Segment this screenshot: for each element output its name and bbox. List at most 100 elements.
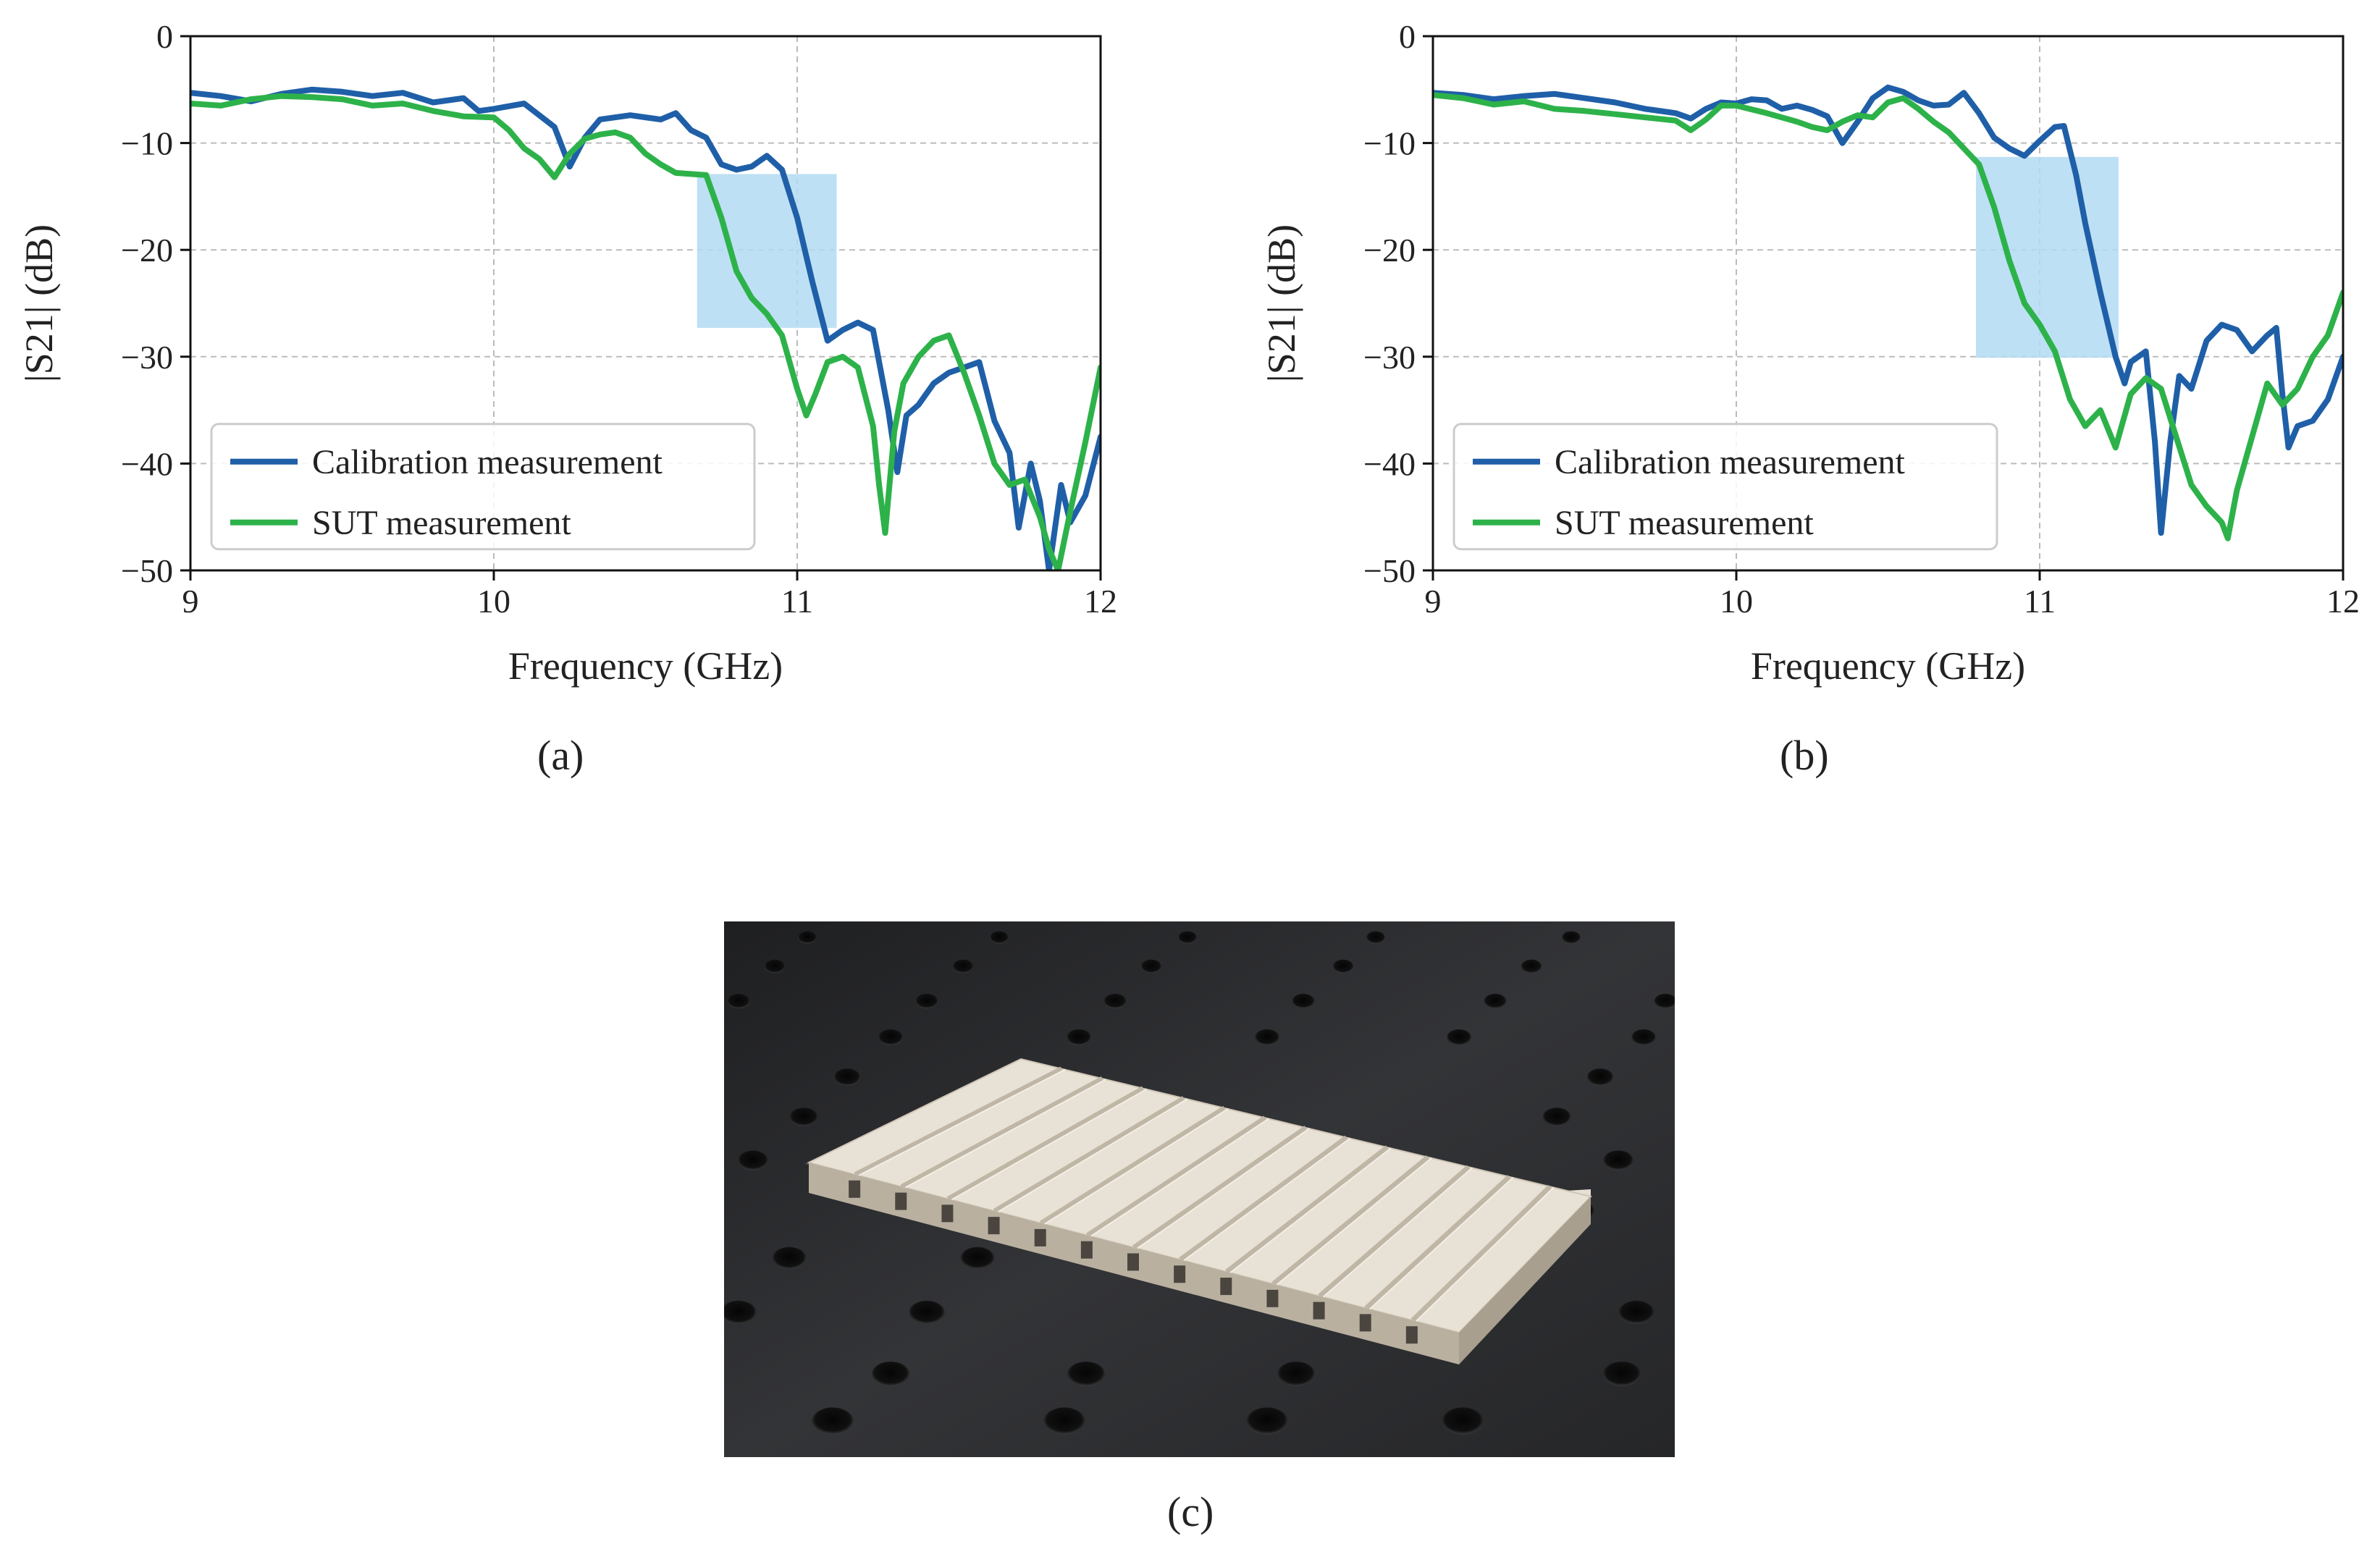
slab-groove-highlight [1416,1186,1555,1322]
chart-a-xlabel: Frequency (GHz) [508,644,783,688]
slab-groove-highlight [858,1068,1066,1176]
chart-a-plot-frame [189,35,1102,572]
slab-groove-notch [1266,1289,1279,1307]
chart-b-highlight-region [1976,156,2119,358]
chart-a-xtick-label: 11 [781,583,813,620]
breadboard-hole [1603,1362,1641,1386]
chart-a-xtick-label: 12 [1084,583,1117,620]
sample-slab [804,1058,1592,1364]
slab-groove [1085,1115,1267,1238]
slab-groove-notch [1405,1326,1418,1344]
breadboard-hole [915,993,938,1009]
slab-groove [1271,1155,1430,1286]
slab-groove-notch [1034,1228,1046,1246]
slab-groove-notch [1220,1278,1232,1296]
slab-groove-highlight [1137,1128,1311,1249]
chart-b-plot-frame [1431,35,2345,572]
breadboard-hole [789,1107,818,1126]
slab-groove-notch [895,1192,907,1210]
breadboard-hole [990,931,1009,944]
chart-a-legend-label-calibration: Calibration measurement [312,443,663,481]
breadboard-hole [1442,1407,1484,1435]
slab-groove-highlight [904,1079,1106,1189]
breadboard-holes [724,931,1675,1435]
slab-groove [900,1076,1104,1189]
breadboard-hole [772,1246,807,1270]
slab-groove-highlight [1229,1147,1392,1273]
slab-groove [1039,1105,1226,1225]
slab-groove-notch [1174,1265,1186,1283]
slab-groove [1225,1145,1389,1274]
breadboard-hole [798,931,817,944]
breadboard-hole [909,1300,945,1325]
breadboard-hole [1178,931,1197,944]
slab-groove [946,1086,1145,1202]
slab-groove-notch [1127,1253,1139,1271]
chart-a-xtick-label: 9 [182,583,199,620]
chart-b-legend-box [1452,423,1998,551]
breadboard-hole [1562,931,1581,944]
breadboard-hole [1603,1150,1633,1170]
slab-groove-notch [941,1204,954,1223]
slab-groove [1132,1126,1308,1250]
breadboard-hole [727,993,750,1009]
slab-right-face [1459,1197,1591,1364]
slab-groove-notch [988,1217,1000,1235]
slab-groove-notch [1313,1301,1325,1320]
slab-groove-highlight [1090,1118,1269,1237]
slab-groove-highlight [951,1088,1148,1201]
breadboard-hole [738,1150,768,1170]
slab-groove [1318,1165,1471,1299]
slab-groove [1179,1135,1348,1262]
chart-a: 9 10 11 12 0 −10 −20 −30 −40 −50 Frequency (GHz) |S… [17,18,1117,688]
chart-a-xtick-label: 10 [477,583,510,620]
chart-a-ylabel: |S21| (dB) [17,224,61,382]
breadboard-hole [878,1029,903,1046]
chart-a-legend-box [210,423,756,551]
chart-b: 9 10 11 12 0 −10 −20 −30 −40 −50 Frequency (GHz) |S… [1260,18,2360,688]
chart-b-legend: Calibration measurement SUT measurement [1452,423,1998,551]
breadboard-hole [960,1246,995,1270]
breadboard-hole [812,1407,854,1435]
chart-b-ytick-label: −20 [1363,232,1416,269]
breadboard-hole [833,1068,861,1086]
slab-groove-highlight [1183,1137,1351,1262]
chart-a-highlight-region [697,174,837,328]
chart-b-xtick-label: 9 [1425,583,1442,620]
breadboard-hole [1246,1407,1288,1435]
chart-a-legend: Calibration measurement SUT measurement [210,423,756,551]
chart-b-series-calibration-line [1433,84,2343,536]
sample-photo [724,921,1675,1457]
slab-grooves [849,1066,1555,1344]
slab-groove [1364,1175,1511,1311]
subfigure-label-b: (b) [1780,732,1829,779]
slab-groove [854,1066,1063,1177]
breadboard-hole [724,1300,757,1325]
chart-b-ylabel: |S21| (dB) [1260,224,1303,382]
chart-a-ytick-label: −30 [121,339,173,376]
chart-b-series-sut-line [1433,92,2343,541]
chart-b-ytick-label: 0 [1399,18,1416,55]
breadboard-hole [1631,1029,1656,1046]
slab-groove-highlight [1322,1167,1473,1298]
slab-groove-notch [1359,1314,1371,1332]
chart-b-legend-label-calibration: Calibration measurement [1555,443,1906,481]
chart-a-ytick-label: −20 [121,232,173,269]
chart-a-legend-label-sut: SUT measurement [312,504,571,542]
subfigure-label-a: (a) [537,732,584,779]
chart-a-series-sut-line [190,93,1101,570]
chart-b-ytick-label: −40 [1363,445,1416,482]
breadboard-hole [952,959,974,974]
breadboard-hole [1654,993,1675,1009]
breadboard-hole [1255,1029,1279,1046]
slab-groove [993,1096,1185,1214]
chart-b-ytick-label: −30 [1363,339,1416,376]
slab-groove-highlight [998,1098,1188,1213]
breadboard-hole [1140,959,1162,974]
chart-b-xlabel: Frequency (GHz) [1751,644,2025,688]
chart-a-series-calibration-line [190,86,1101,570]
breadboard-hole [1103,993,1127,1009]
breadboard-hole [1366,931,1385,944]
subfigure-label-c: (c) [1167,1488,1214,1535]
